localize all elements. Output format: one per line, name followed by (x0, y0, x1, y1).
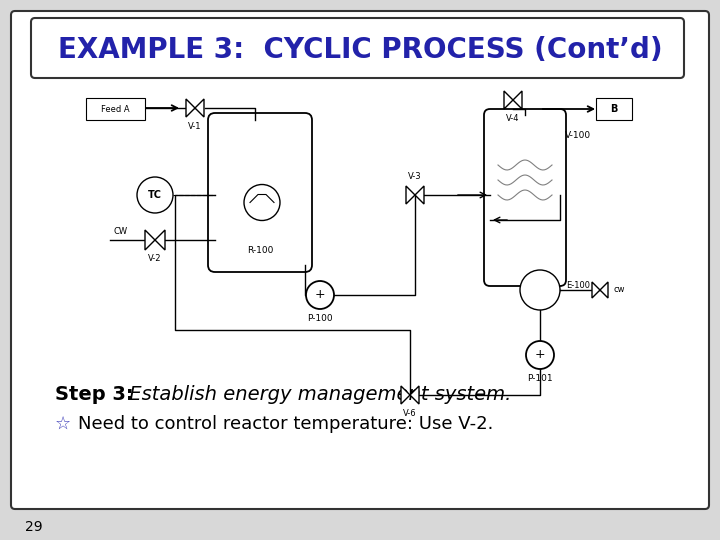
Text: V-2: V-2 (148, 254, 162, 263)
Text: ☆: ☆ (55, 415, 71, 433)
Text: Establish energy management system.: Establish energy management system. (123, 385, 511, 404)
FancyBboxPatch shape (86, 98, 145, 120)
Text: Need to control reactor temperature: Use V-2.: Need to control reactor temperature: Use… (78, 415, 493, 433)
Polygon shape (155, 230, 165, 250)
Text: V-1: V-1 (188, 122, 202, 131)
Polygon shape (195, 99, 204, 117)
Polygon shape (592, 282, 600, 298)
Text: R-100: R-100 (247, 246, 273, 255)
Text: Step 3:: Step 3: (55, 385, 134, 404)
Text: +: + (315, 288, 325, 301)
Text: TC: TC (148, 190, 162, 200)
Text: P-100: P-100 (307, 314, 333, 323)
Text: V-6: V-6 (403, 409, 417, 418)
Polygon shape (401, 386, 410, 404)
Polygon shape (410, 386, 419, 404)
Text: B: B (611, 104, 618, 114)
Text: CW: CW (114, 227, 128, 237)
Text: EXAMPLE 3:  CYCLIC PROCESS (Cont’d): EXAMPLE 3: CYCLIC PROCESS (Cont’d) (58, 36, 662, 64)
FancyBboxPatch shape (31, 18, 684, 78)
Polygon shape (406, 186, 415, 204)
Text: Feed A: Feed A (101, 105, 130, 113)
Text: P-101: P-101 (527, 374, 553, 383)
Text: V-3: V-3 (408, 172, 422, 181)
Text: cw: cw (614, 286, 626, 294)
Polygon shape (186, 99, 195, 117)
Circle shape (244, 185, 280, 220)
Polygon shape (504, 91, 513, 109)
Text: +: + (535, 348, 545, 361)
Circle shape (526, 341, 554, 369)
FancyBboxPatch shape (208, 113, 312, 272)
Polygon shape (415, 186, 424, 204)
Text: E-100: E-100 (566, 280, 590, 289)
Text: 29: 29 (25, 520, 42, 534)
Polygon shape (145, 230, 155, 250)
FancyBboxPatch shape (11, 11, 709, 509)
FancyBboxPatch shape (596, 98, 632, 120)
FancyBboxPatch shape (484, 109, 566, 286)
Text: V-4: V-4 (506, 114, 520, 123)
Circle shape (520, 270, 560, 310)
Circle shape (137, 177, 173, 213)
Polygon shape (600, 282, 608, 298)
Circle shape (306, 281, 334, 309)
Polygon shape (513, 91, 522, 109)
Text: V-100: V-100 (565, 131, 591, 139)
